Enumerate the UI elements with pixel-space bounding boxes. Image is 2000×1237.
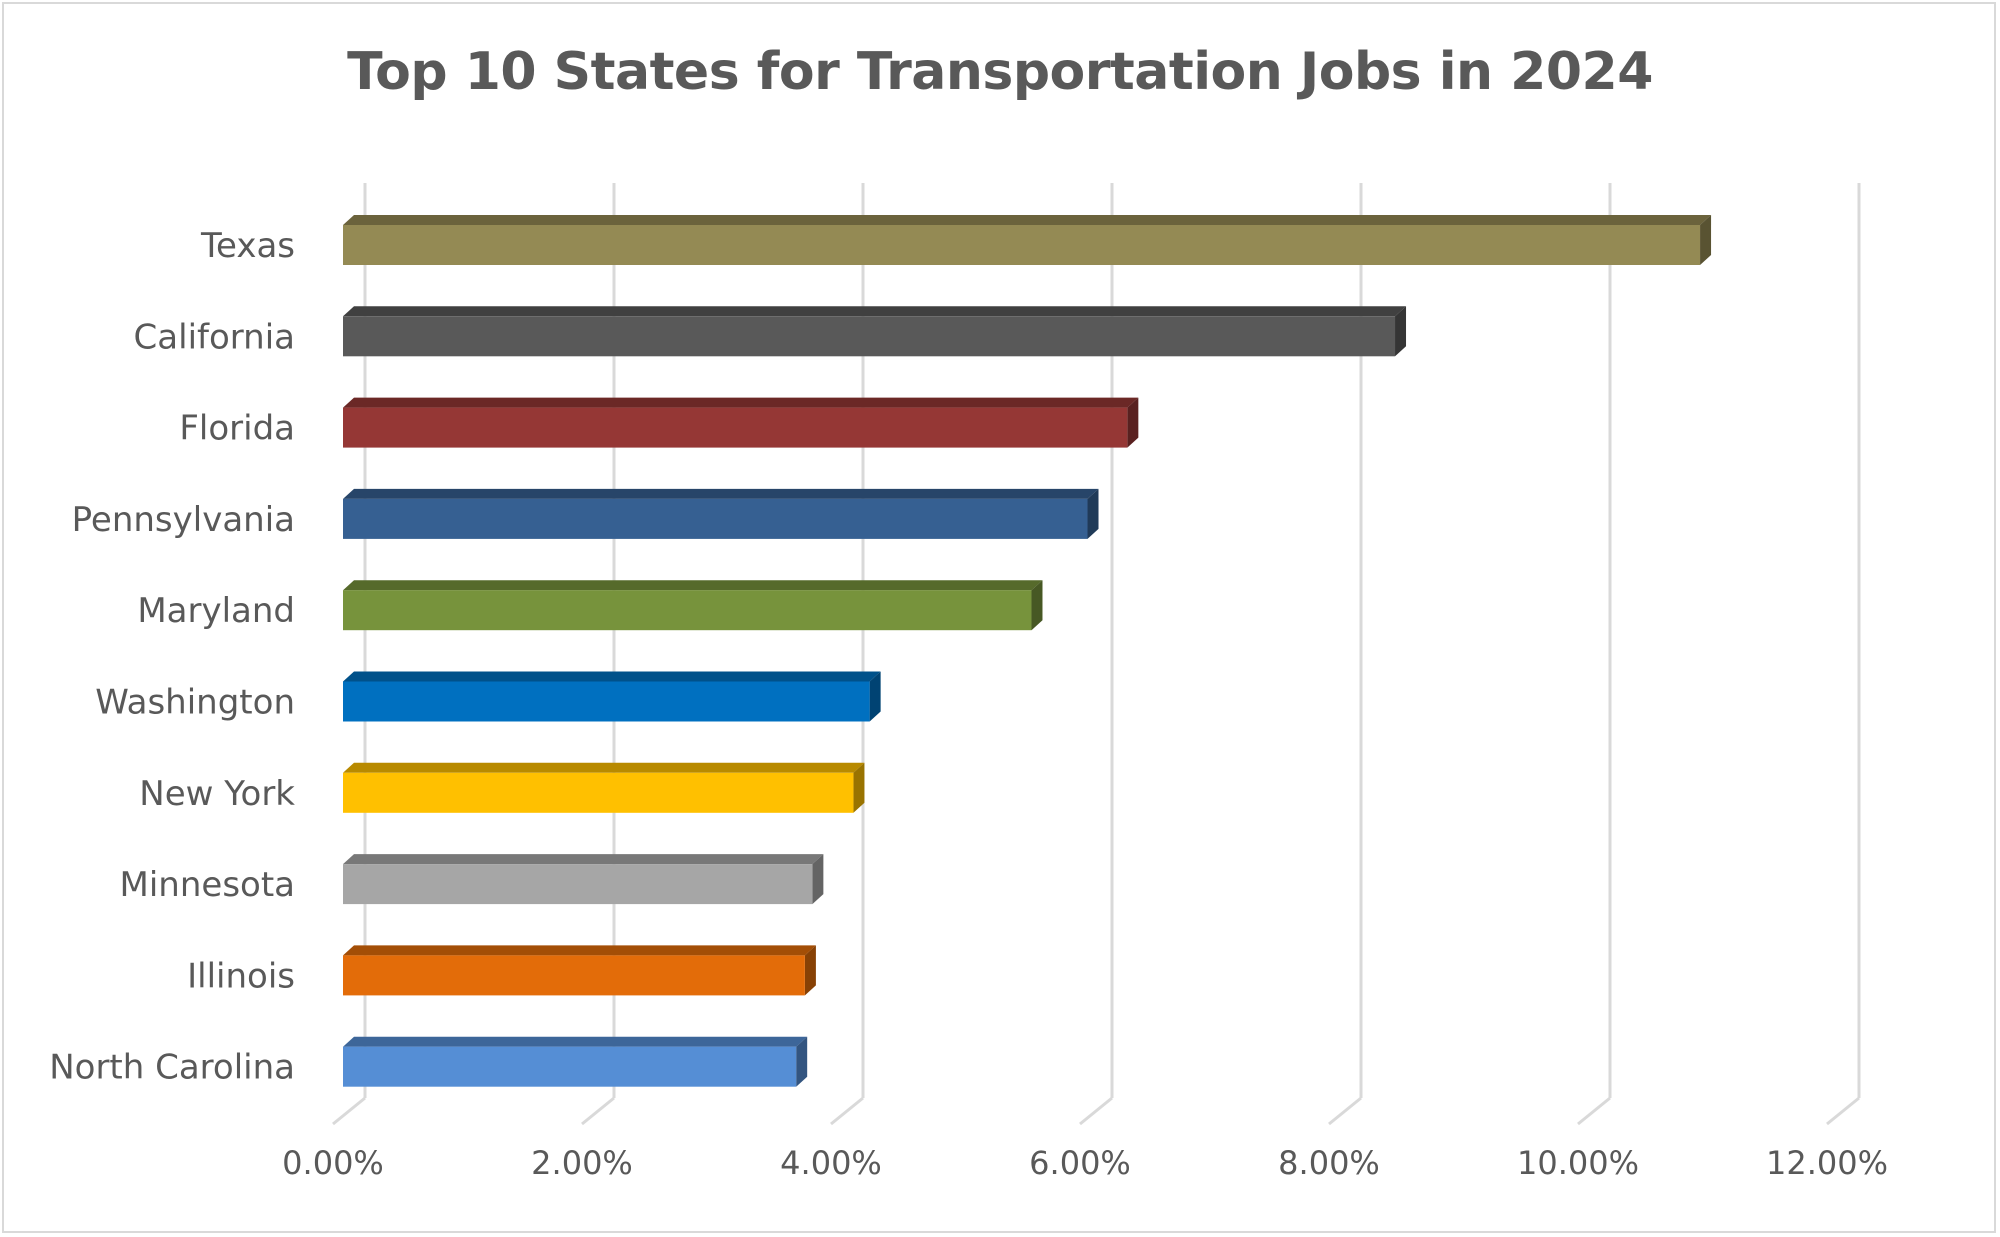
gridline-floor [1577,1096,1611,1126]
category-label: Minnesota [120,865,295,905]
category-label: Pennsylvania [72,500,295,540]
bar [343,955,805,996]
bar-top [343,854,824,865]
bar [343,681,870,722]
bar-side [1127,397,1139,448]
category-label: Washington [95,683,295,723]
gridline-floor [830,1096,864,1126]
category-label: California [134,317,295,357]
bar-top [343,945,816,956]
bar-top [343,397,1139,408]
bar-side [1031,580,1043,631]
gridline-floor [1079,1096,1113,1126]
category-label: Maryland [137,591,295,631]
x-tick-label: 4.00% [780,1144,882,1182]
bar [343,864,813,905]
bar-top [343,1036,808,1047]
x-tick-label: 10.00% [1517,1144,1639,1182]
bar-top [343,580,1043,591]
chart-title: Top 10 States for Transportation Jobs in… [347,42,1653,102]
bar-side [1395,306,1407,357]
x-tick-label: 0.00% [282,1144,384,1182]
bar-side [1087,488,1099,539]
category-label: North Carolina [49,1048,295,1088]
bar-top [343,306,1407,317]
bar [343,772,854,813]
bar-side [804,945,816,996]
gridline-floor [1328,1096,1362,1126]
x-tick-label: 8.00% [1278,1144,1380,1182]
bar-top [343,488,1099,499]
bar [343,498,1088,539]
category-label: New York [139,774,295,814]
bar [343,1046,797,1087]
gridline-floor [581,1096,615,1126]
bar [343,225,1701,265]
bar-side [853,762,865,813]
bar-side [812,854,824,905]
gridline-floor [332,1096,366,1126]
bar-top [343,215,1712,225]
bar-side [1700,215,1712,265]
bar-side [796,1036,808,1087]
bar-top [343,762,865,773]
gridline-floor [1826,1096,1860,1126]
x-tick-label: 2.00% [531,1144,633,1182]
x-tick-label: 6.00% [1029,1144,1131,1182]
bar-side [869,671,881,722]
category-label: Florida [179,409,295,449]
bar [343,316,1396,357]
x-tick-label: 12.00% [1766,1144,1888,1182]
bar-top [343,671,881,682]
bar [343,590,1032,631]
category-label: Texas [200,226,295,266]
category-label: Illinois [187,956,295,996]
bar [343,407,1128,448]
